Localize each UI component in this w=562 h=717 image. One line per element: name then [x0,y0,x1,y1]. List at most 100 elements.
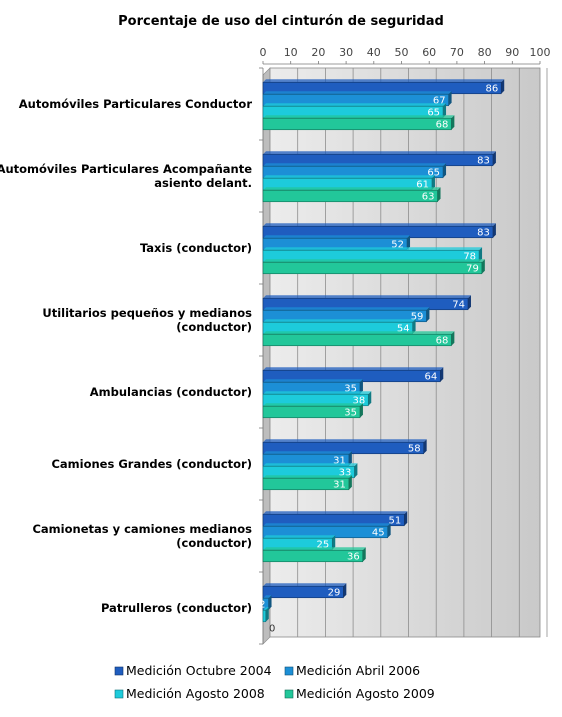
data-label: 63 [422,191,435,202]
bar-side [343,583,347,598]
data-label: 65 [427,167,440,178]
category-label: (conductor) [176,536,252,550]
bar [262,189,438,203]
bar-side [354,463,358,478]
data-label: 45 [372,527,385,538]
bar-top [263,259,485,263]
bar-side [265,607,269,622]
bar-top [263,307,430,311]
data-label: 31 [333,455,346,466]
x-tick-label: 40 [367,46,381,59]
bar-top [263,175,435,179]
data-label: 64 [425,371,438,382]
bar-top [263,583,347,587]
legend: Medición Octubre 2004 Medición Abril 2006… [114,663,435,701]
x-tick-label: 80 [478,46,492,59]
bar [262,609,267,623]
bar-top [263,367,444,371]
bar [262,405,361,419]
data-label: 35 [344,407,357,418]
x-tick-label: 50 [395,46,409,59]
bar-side [431,175,435,190]
x-tick-label: 20 [311,46,325,59]
legend-swatch [284,689,294,699]
data-label: 1 [256,611,262,622]
bar-side [451,331,455,346]
bar-top [263,187,441,191]
bar-top [263,151,496,155]
data-label: 74 [452,299,465,310]
category-label: Ambulancias (conductor) [90,385,252,399]
bar-side [368,391,372,406]
bar-top [263,247,483,251]
bar-side [426,307,430,322]
bar-top [263,595,272,599]
bar-top [263,439,427,443]
bar-side [440,367,444,382]
data-label: 67 [433,95,446,106]
bar-side [479,247,483,262]
data-label: 83 [477,155,490,166]
legend-label: Medición Octubre 2004 [126,663,272,678]
category-label: Camionetas y camiones medianos [32,522,252,536]
data-label: 58 [408,443,421,454]
bar-side [443,103,447,118]
category-label: Automóviles Particulares Conductor [19,97,253,111]
data-label: 25 [317,539,330,550]
bar-side [404,511,408,526]
x-tick-label: 60 [422,46,436,59]
data-label: 35 [344,383,357,394]
bar-side [362,547,366,562]
bar-side [448,91,452,106]
data-label: 61 [416,179,429,190]
x-tick-label: 100 [530,46,551,59]
bar-top [263,523,391,527]
bar-top [263,475,352,479]
legend-label: Medición Agosto 2008 [126,686,265,701]
data-label: 78 [463,251,476,262]
bar-side [348,475,352,490]
data-label: 51 [389,515,402,526]
bar-top [263,235,411,239]
bar-top [263,115,455,119]
x-tick-label: 90 [505,46,519,59]
bar [262,585,344,599]
bar-side [268,595,272,610]
bar-top [263,535,336,539]
legend-swatch [284,666,294,676]
data-label: 79 [466,263,479,274]
data-label: 52 [391,239,404,250]
bar-side [387,523,391,538]
legend-swatch [114,689,124,699]
bar-side [359,403,363,418]
bar-top [263,451,352,455]
bar [262,549,364,563]
bar-side [492,223,496,238]
x-tick-label: 70 [450,46,464,59]
bar-top [263,163,447,167]
bar [262,117,452,131]
category-label: (conductor) [176,320,252,334]
bar-side [501,79,505,94]
data-label: 0 [269,623,275,634]
category-label: Taxis (conductor) [140,241,252,255]
bar-top [263,319,416,323]
bar-top [263,79,505,83]
bar-side [451,115,455,130]
chart-title: Porcentaje de uso del cinturón de seguri… [118,14,444,29]
bar-side [407,235,411,250]
category-label: Utilitarios pequeños y medianos [42,306,252,320]
bar-top [263,511,408,515]
data-label: 2 [259,599,265,610]
x-tick-label: 30 [339,46,353,59]
data-label: 65 [427,107,440,118]
bar-side [423,439,427,454]
data-label: 83 [477,227,490,238]
data-label: 33 [339,467,352,478]
bar-top [263,295,471,299]
bar-top [263,547,366,551]
data-label: 59 [411,311,424,322]
legend-label: Medición Agosto 2009 [296,686,435,701]
